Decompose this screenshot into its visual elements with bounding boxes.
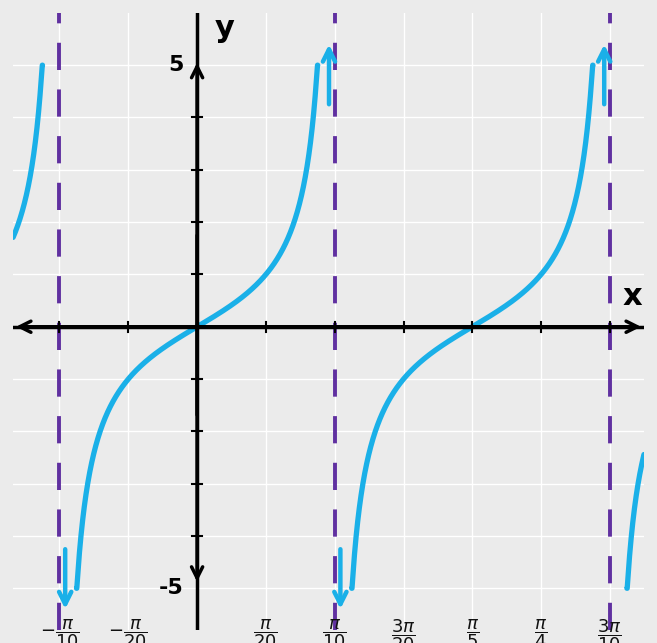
Text: $-\dfrac{\pi}{20}$: $-\dfrac{\pi}{20}$ [108, 617, 148, 643]
Text: -5: -5 [159, 578, 184, 598]
Text: y: y [215, 14, 235, 43]
Text: 5: 5 [169, 55, 184, 75]
Text: $\dfrac{3\pi}{10}$: $\dfrac{3\pi}{10}$ [597, 617, 622, 643]
Text: x: x [622, 282, 642, 311]
Text: $\dfrac{\pi}{10}$: $\dfrac{\pi}{10}$ [322, 617, 347, 643]
Text: $\dfrac{3\pi}{20}$: $\dfrac{3\pi}{20}$ [391, 617, 416, 643]
Text: $-\dfrac{\pi}{10}$: $-\dfrac{\pi}{10}$ [39, 617, 79, 643]
Text: $\dfrac{\pi}{4}$: $\dfrac{\pi}{4}$ [534, 617, 548, 643]
Text: $\dfrac{\pi}{20}$: $\dfrac{\pi}{20}$ [254, 617, 279, 643]
Text: $\dfrac{\pi}{5}$: $\dfrac{\pi}{5}$ [466, 617, 479, 643]
